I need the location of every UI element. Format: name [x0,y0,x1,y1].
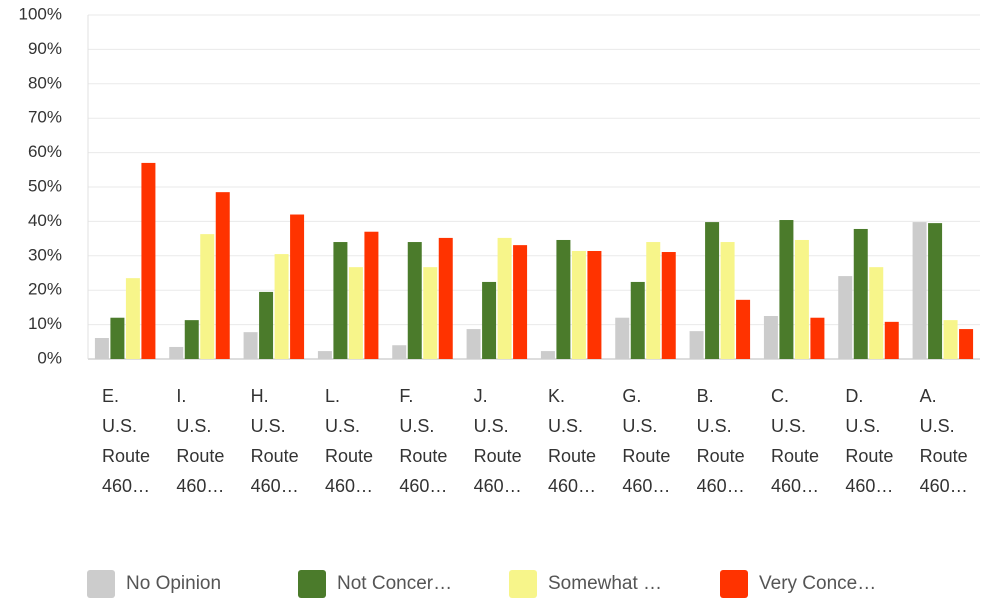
bar [125,278,140,359]
bar [317,351,332,359]
bar [928,223,943,359]
y-tick-label: 10% [28,314,62,333]
legend-item: Not Concer… [298,570,452,598]
bar [720,242,735,359]
bar [497,237,512,359]
legend-item: Somewhat … [509,570,662,598]
bar [838,276,853,359]
x-tick-label: K. U.S. Route 460… [548,386,597,496]
bar [763,316,778,359]
bar [587,250,602,359]
bar [348,267,363,359]
bar [689,331,704,359]
y-tick-label: 30% [28,245,62,264]
bar [705,222,720,359]
bar [912,222,927,359]
bar [646,242,661,359]
bar [779,220,794,359]
bar [466,329,481,359]
bar [513,245,528,359]
legend-item: No Opinion [87,570,221,598]
bar [571,250,586,359]
legend-swatch [87,570,115,598]
bar [141,162,156,359]
bar [333,242,348,359]
bar [482,281,497,359]
x-tick-label: D. U.S. Route 460… [845,386,894,496]
bar [290,214,305,359]
bar [215,192,230,359]
x-tick-label: F. U.S. Route 460… [399,386,448,496]
legend-label: No Opinion [126,573,222,594]
legend-swatch [720,570,748,598]
x-tick-label: H. U.S. Route 460… [250,386,299,496]
bar [736,299,751,359]
y-tick-label: 90% [28,39,62,58]
y-tick-label: 0% [37,348,62,367]
x-tick-label: C. U.S. Route 460… [771,386,820,496]
bar [853,228,868,359]
bar [94,338,109,359]
bar [423,267,438,359]
bar [959,329,974,359]
x-tick-label: J. U.S. Route 460… [473,386,522,496]
bar [407,242,422,359]
bar [943,320,958,359]
bar [184,320,199,359]
bar [200,234,215,359]
x-tick-label: I. U.S. Route 460… [176,386,225,496]
legend-label: Somewhat … [548,573,663,594]
bar [540,351,555,359]
bar [794,239,809,359]
y-tick-label: 70% [28,108,62,127]
x-tick-label: G. U.S. Route 460… [622,386,671,496]
y-tick-label: 60% [28,142,62,161]
bar [556,239,571,359]
legend-label: Very Conce… [759,573,877,594]
bar [869,267,884,359]
y-tick-label: 50% [28,176,62,195]
bar [243,332,258,359]
y-tick-label: 40% [28,211,62,230]
bar [810,317,825,359]
x-tick-label: E. U.S. Route 460… [102,386,151,496]
bar [630,281,645,359]
legend-swatch [509,570,537,598]
bar [438,237,453,359]
bar [661,252,676,359]
legend-item: Very Conce… [720,570,876,598]
y-tick-label: 80% [28,73,62,92]
bar [169,346,184,359]
bar [364,231,379,359]
bar [110,317,125,359]
bar [615,317,630,359]
bar [392,345,407,359]
x-tick-label: B. U.S. Route 460… [696,386,745,496]
legend-swatch [298,570,326,598]
y-tick-label: 20% [28,280,62,299]
bar [274,254,289,359]
bar [259,291,274,359]
y-tick-label: 100% [19,4,62,23]
x-tick-label: A. U.S. Route 460… [919,386,968,496]
legend-label: Not Concer… [337,573,453,594]
bar [884,321,899,359]
x-tick-label: L. U.S. Route 460… [325,386,374,496]
